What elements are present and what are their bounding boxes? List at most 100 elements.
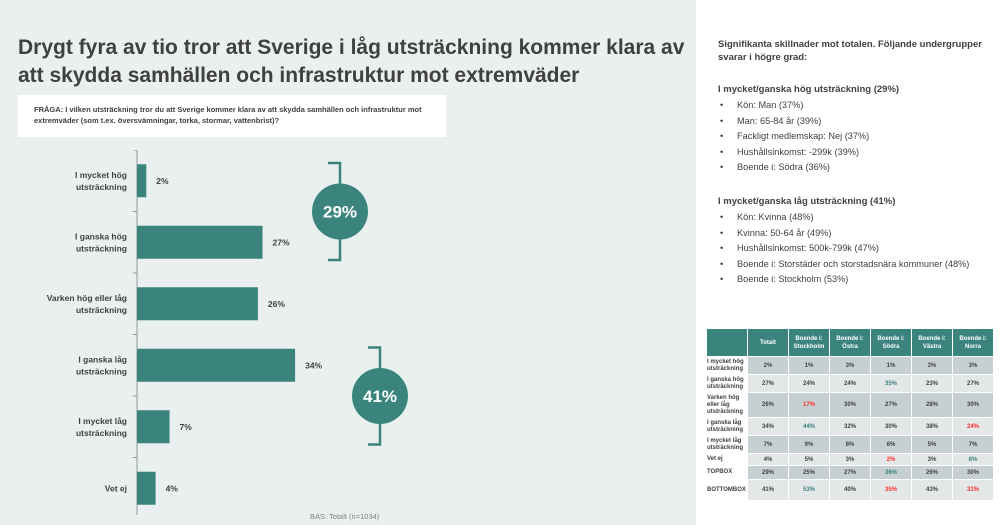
breakdown-table: Totalt Boende i: Stockholm Boende i: Östra… bbox=[706, 328, 994, 501]
table-cell: 25% bbox=[789, 466, 829, 479]
table-cell: 3% bbox=[912, 454, 952, 465]
significance-item: Fackligt medlemskap: Nej (37%) bbox=[718, 129, 998, 145]
bar-value-label: 27% bbox=[273, 237, 290, 247]
table-row-label: Vet ej bbox=[707, 454, 747, 465]
bar bbox=[137, 225, 263, 259]
table-corner bbox=[707, 329, 747, 356]
table-cell: 26% bbox=[748, 393, 788, 417]
group-circle bbox=[352, 368, 408, 424]
bar-value-label: 26% bbox=[268, 299, 285, 309]
table-row: BOTTOMBOX 41% 53% 40% 35% 43% 31% bbox=[707, 480, 993, 500]
table-cell: 7% bbox=[748, 436, 788, 453]
table-cell: 30% bbox=[871, 418, 911, 435]
bar bbox=[137, 410, 170, 444]
table-cell: 28% bbox=[912, 393, 952, 417]
table-row-label: TOPBOX bbox=[707, 466, 747, 479]
significance-item: Hushållsinkomst: 500k-799k (47%) bbox=[718, 241, 998, 257]
bar bbox=[137, 471, 156, 505]
table-cell: 41% bbox=[748, 480, 788, 500]
table-header-row: Totalt Boende i: Stockholm Boende i: Östra… bbox=[707, 329, 993, 356]
question-box: FRÅGA: I vilken utsträckning tror du att… bbox=[18, 95, 446, 137]
table-cell: 8% bbox=[830, 436, 870, 453]
table-cell: 27% bbox=[830, 466, 870, 479]
category-label: I ganska hög utsträckning bbox=[75, 231, 127, 253]
table-cell: 30% bbox=[953, 466, 993, 479]
significance-item: Kön: Kvinna (48%) bbox=[718, 210, 998, 226]
table-cell: 43% bbox=[912, 480, 952, 500]
table-cell: 26% bbox=[912, 466, 952, 479]
table-cell: 4% bbox=[748, 454, 788, 465]
table-cell: 24% bbox=[789, 375, 829, 392]
significance-list: Kön: Man (37%)Man: 65-84 år (39%)Facklig… bbox=[718, 98, 998, 176]
table-row: I mycket låg utsträckning 7% 9% 8% 6% 5% 7% bbox=[707, 436, 993, 453]
significance-group-low: I mycket/ganska låg utsträckning (41%) Kö… bbox=[718, 196, 998, 288]
page-title: Drygt fyra av tio tror att Sverige i låg… bbox=[18, 36, 685, 87]
significance-item: Hushållsinkomst: -299k (39%) bbox=[718, 145, 998, 161]
bar-value-label: 4% bbox=[166, 483, 179, 493]
table-cell: 2% bbox=[871, 454, 911, 465]
table-row: Vet ej 4% 5% 3% 2% 3% 8% bbox=[707, 454, 993, 465]
category-label: Varken hög eller låg utsträckning bbox=[47, 293, 127, 315]
table-cell: 30% bbox=[830, 393, 870, 417]
category-label: I ganska låg utsträckning bbox=[76, 354, 127, 376]
significance-panel: Signifikanta skillnader mot totalen. Föl… bbox=[696, 0, 1001, 525]
table-cell: 2% bbox=[748, 357, 788, 374]
table-cell: 17% bbox=[789, 393, 829, 417]
chart-panel: Drygt fyra av tio tror att Sverige i låg… bbox=[0, 0, 696, 525]
significance-item: Boende i: Södra (36%) bbox=[718, 160, 998, 176]
table-cell: 36% bbox=[871, 466, 911, 479]
base-note: BAS: Totalt (n=1034) bbox=[310, 512, 380, 521]
table-cell: 3% bbox=[953, 357, 993, 374]
significance-intro: Signifikanta skillnader mot totalen. Föl… bbox=[718, 39, 982, 63]
table-row-label: I ganska låg utsträckning bbox=[707, 418, 747, 435]
group-total-label: 29% bbox=[323, 203, 357, 222]
bar-value-label: 34% bbox=[305, 360, 322, 370]
significance-item: Kön: Man (37%) bbox=[718, 98, 998, 114]
table-row-label: BOTTOMBOX bbox=[707, 480, 747, 500]
table-cell: 3% bbox=[830, 357, 870, 374]
table-cell: 32% bbox=[830, 418, 870, 435]
table-cell: 3% bbox=[830, 454, 870, 465]
table-cell: 27% bbox=[748, 375, 788, 392]
bar-value-label: 7% bbox=[180, 422, 193, 432]
bar-chart: 2% I mycket hög utsträckning 27% I ganska hö… bbox=[47, 150, 408, 515]
table-row-label: Varken hög eller låg utsträckning bbox=[707, 393, 747, 417]
table-cell: 34% bbox=[748, 418, 788, 435]
table-cell: 9% bbox=[789, 436, 829, 453]
table-cell: 7% bbox=[953, 436, 993, 453]
table-row: TOPBOX 29% 25% 27% 36% 26% 30% bbox=[707, 466, 993, 479]
table-cell: 30% bbox=[953, 393, 993, 417]
table-cell: 24% bbox=[830, 375, 870, 392]
significance-list: Kön: Kvinna (48%)Kvinna: 50-64 år (49%)H… bbox=[718, 210, 998, 288]
table-cell: 31% bbox=[953, 480, 993, 500]
table-cell: 1% bbox=[789, 357, 829, 374]
table-row: Varken hög eller låg utsträckning 26% 17% 3… bbox=[707, 393, 993, 417]
table-column-header: Totalt bbox=[748, 329, 788, 356]
category-label: I mycket låg utsträckning bbox=[76, 416, 127, 438]
bar bbox=[137, 287, 258, 321]
table-cell: 6% bbox=[871, 436, 911, 453]
group-total-label: 41% bbox=[363, 387, 397, 406]
table-column-header: Boende i: Stockholm bbox=[789, 329, 829, 356]
table-cell: 35% bbox=[871, 480, 911, 500]
table-cell: 5% bbox=[789, 454, 829, 465]
table-cell: 27% bbox=[953, 375, 993, 392]
table-row-label: I mycket hög utsträckning bbox=[707, 357, 747, 374]
table-row: I ganska hög utsträckning 27% 24% 24% 35% 23%… bbox=[707, 375, 993, 392]
table-column-header: Boende i: Södra bbox=[871, 329, 911, 356]
table-cell: 40% bbox=[830, 480, 870, 500]
table-cell: 3% bbox=[912, 357, 952, 374]
table-cell: 44% bbox=[789, 418, 829, 435]
table-cell: 38% bbox=[912, 418, 952, 435]
table-column-header: Boende i: Norra bbox=[953, 329, 993, 356]
significance-item: Kvinna: 50-64 år (49%) bbox=[718, 226, 998, 242]
table-row-label: I mycket låg utsträckning bbox=[707, 436, 747, 453]
bar-value-label: 2% bbox=[156, 176, 169, 186]
significance-item: Boende i: Storstäder och storstadsnära k… bbox=[718, 257, 998, 273]
significance-item: Boende i: Stockholm (53%) bbox=[718, 272, 998, 288]
table-cell: 53% bbox=[789, 480, 829, 500]
table-cell: 29% bbox=[748, 466, 788, 479]
table-cell: 35% bbox=[871, 375, 911, 392]
table-column-header: Boende i: Västra bbox=[912, 329, 952, 356]
table-cell: 1% bbox=[871, 357, 911, 374]
